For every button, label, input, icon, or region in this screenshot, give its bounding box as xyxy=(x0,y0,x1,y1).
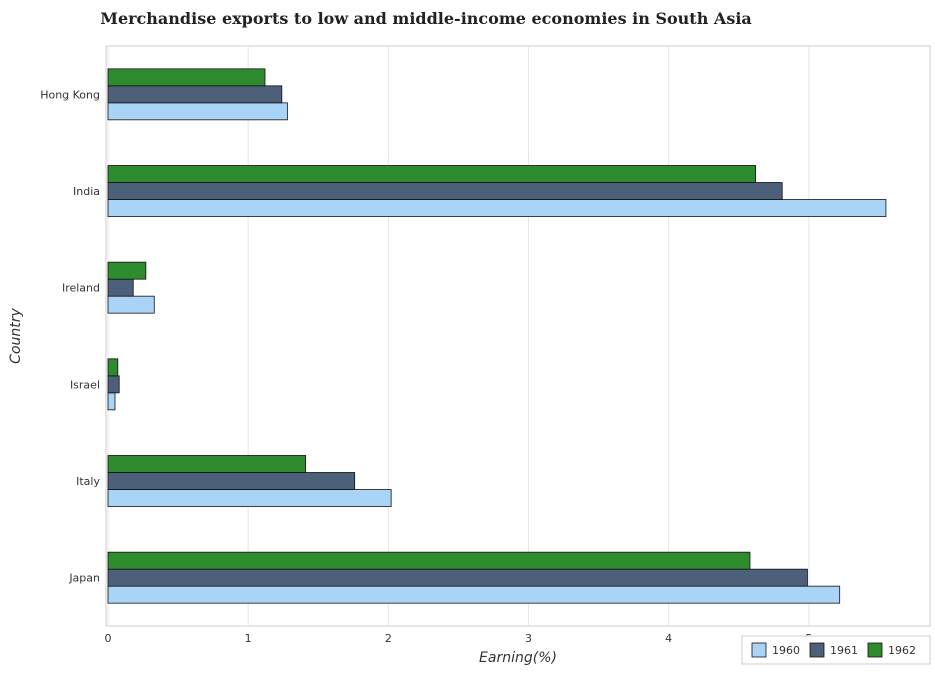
y-tick-labels: Hong Kong India Ireland Israel Italy Japan xyxy=(40,88,100,584)
y-tick-label: Israel xyxy=(70,378,100,391)
bar-1961-india xyxy=(107,182,783,200)
y-tick-label: Japan xyxy=(68,572,100,585)
bar-1960-hong-kong xyxy=(107,102,288,121)
bar-1961-italy xyxy=(107,472,356,490)
legend-label-1960: 1960 xyxy=(772,644,800,657)
bar-1961-israel xyxy=(107,375,120,394)
chart-title: Merchandise exports to low and middle-in… xyxy=(100,9,752,28)
bar-1960-italy xyxy=(107,489,392,507)
bar-1960-israel xyxy=(107,392,116,411)
legend-swatch-1962 xyxy=(867,642,883,658)
legend: 1960 1961 1962 xyxy=(741,635,931,665)
legend-label-1961: 1961 xyxy=(830,644,858,657)
x-tick-label: 3 xyxy=(525,632,532,645)
bar-1962-hong-kong xyxy=(107,68,266,87)
x-tick-label: 2 xyxy=(385,632,392,645)
y-tick-label: Ireland xyxy=(62,282,100,295)
legend-swatch-1961 xyxy=(809,642,825,658)
bar-1962-ireland xyxy=(107,261,147,280)
x-tick-labels: 012345 xyxy=(105,632,813,645)
bar-1962-india xyxy=(107,165,756,183)
x-tick-label: 0 xyxy=(105,632,112,645)
bar-1961-hong-kong xyxy=(107,85,283,104)
y-tick-label: India xyxy=(73,185,100,198)
x-tick-label: 4 xyxy=(665,632,672,645)
plot-area xyxy=(105,45,931,627)
y-axis-title: Country xyxy=(8,307,24,363)
bar-1962-japan xyxy=(107,551,751,570)
bar-1960-india xyxy=(107,199,887,217)
y-tick-label: Italy xyxy=(76,475,100,488)
legend-swatch-1960 xyxy=(751,642,767,658)
bar-1961-ireland xyxy=(107,278,134,297)
grid-lines xyxy=(107,46,810,626)
x-axis-title: Earning(%) xyxy=(479,650,557,666)
bars xyxy=(107,68,887,604)
legend-box xyxy=(741,635,931,665)
bar-1961-japan xyxy=(107,568,808,587)
bar-1962-italy xyxy=(107,455,307,473)
x-tick-label: 1 xyxy=(245,632,252,645)
y-tick-label: Hong Kong xyxy=(40,88,100,101)
bar-1962-israel xyxy=(107,358,119,377)
bar-1960-ireland xyxy=(107,295,155,314)
legend-label-1962: 1962 xyxy=(888,644,916,657)
bar-1960-japan xyxy=(107,585,841,604)
